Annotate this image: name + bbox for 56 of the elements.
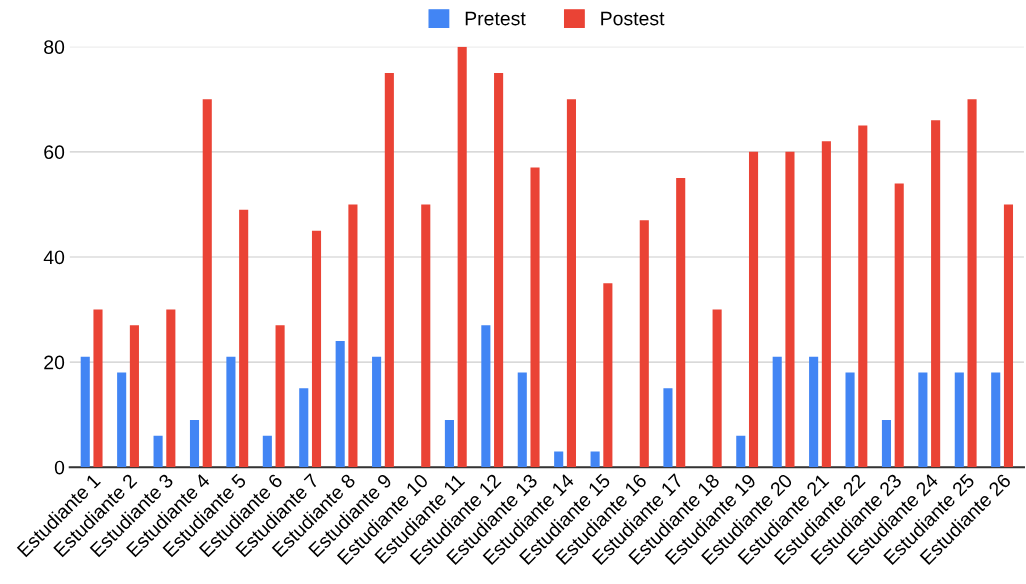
bar [262, 435, 272, 468]
bar [457, 46, 467, 468]
bar [603, 283, 613, 468]
bar [384, 73, 394, 468]
bar [189, 419, 200, 468]
bar [821, 141, 831, 468]
bar [748, 151, 759, 468]
y-tick-label: 20 [44, 355, 65, 370]
y-tick-label: 0 [54, 460, 65, 475]
bar [663, 388, 673, 468]
bar [494, 73, 504, 468]
bar [335, 341, 345, 468]
bar [918, 372, 928, 468]
bar [785, 151, 795, 468]
legend-label: Pretest [465, 11, 526, 26]
bar [1003, 204, 1014, 468]
bar [858, 125, 868, 468]
y-tick-label: 80 [44, 40, 65, 54]
bar [894, 183, 904, 468]
bar [590, 451, 600, 468]
bar [153, 435, 163, 468]
bar [554, 451, 564, 468]
bar [93, 309, 103, 468]
bar [311, 230, 322, 468]
bar [881, 419, 892, 468]
bar [967, 99, 977, 468]
bar [239, 209, 249, 468]
bar [299, 388, 309, 468]
bar [80, 356, 90, 468]
bar [166, 309, 176, 468]
bar [348, 204, 358, 468]
bar [517, 372, 527, 468]
bar [566, 99, 576, 468]
bar [275, 325, 285, 468]
bar [954, 372, 964, 468]
y-tick-label: 40 [43, 250, 65, 265]
bar [639, 220, 649, 468]
bar [117, 372, 127, 468]
bar [772, 356, 782, 468]
bar [991, 372, 1001, 468]
bar [372, 356, 382, 468]
bar [530, 167, 540, 468]
bar [226, 356, 236, 468]
bar [481, 325, 491, 468]
bar [202, 99, 212, 468]
bar [736, 435, 746, 468]
bar [712, 309, 722, 468]
bar [676, 178, 686, 468]
legend-label: Postest [601, 11, 665, 26]
bar [444, 419, 454, 468]
y-tick-label: 60 [44, 145, 65, 160]
bar [129, 325, 139, 468]
bar [845, 372, 855, 468]
bar [421, 204, 431, 468]
bar [931, 120, 941, 468]
bar [809, 356, 819, 468]
